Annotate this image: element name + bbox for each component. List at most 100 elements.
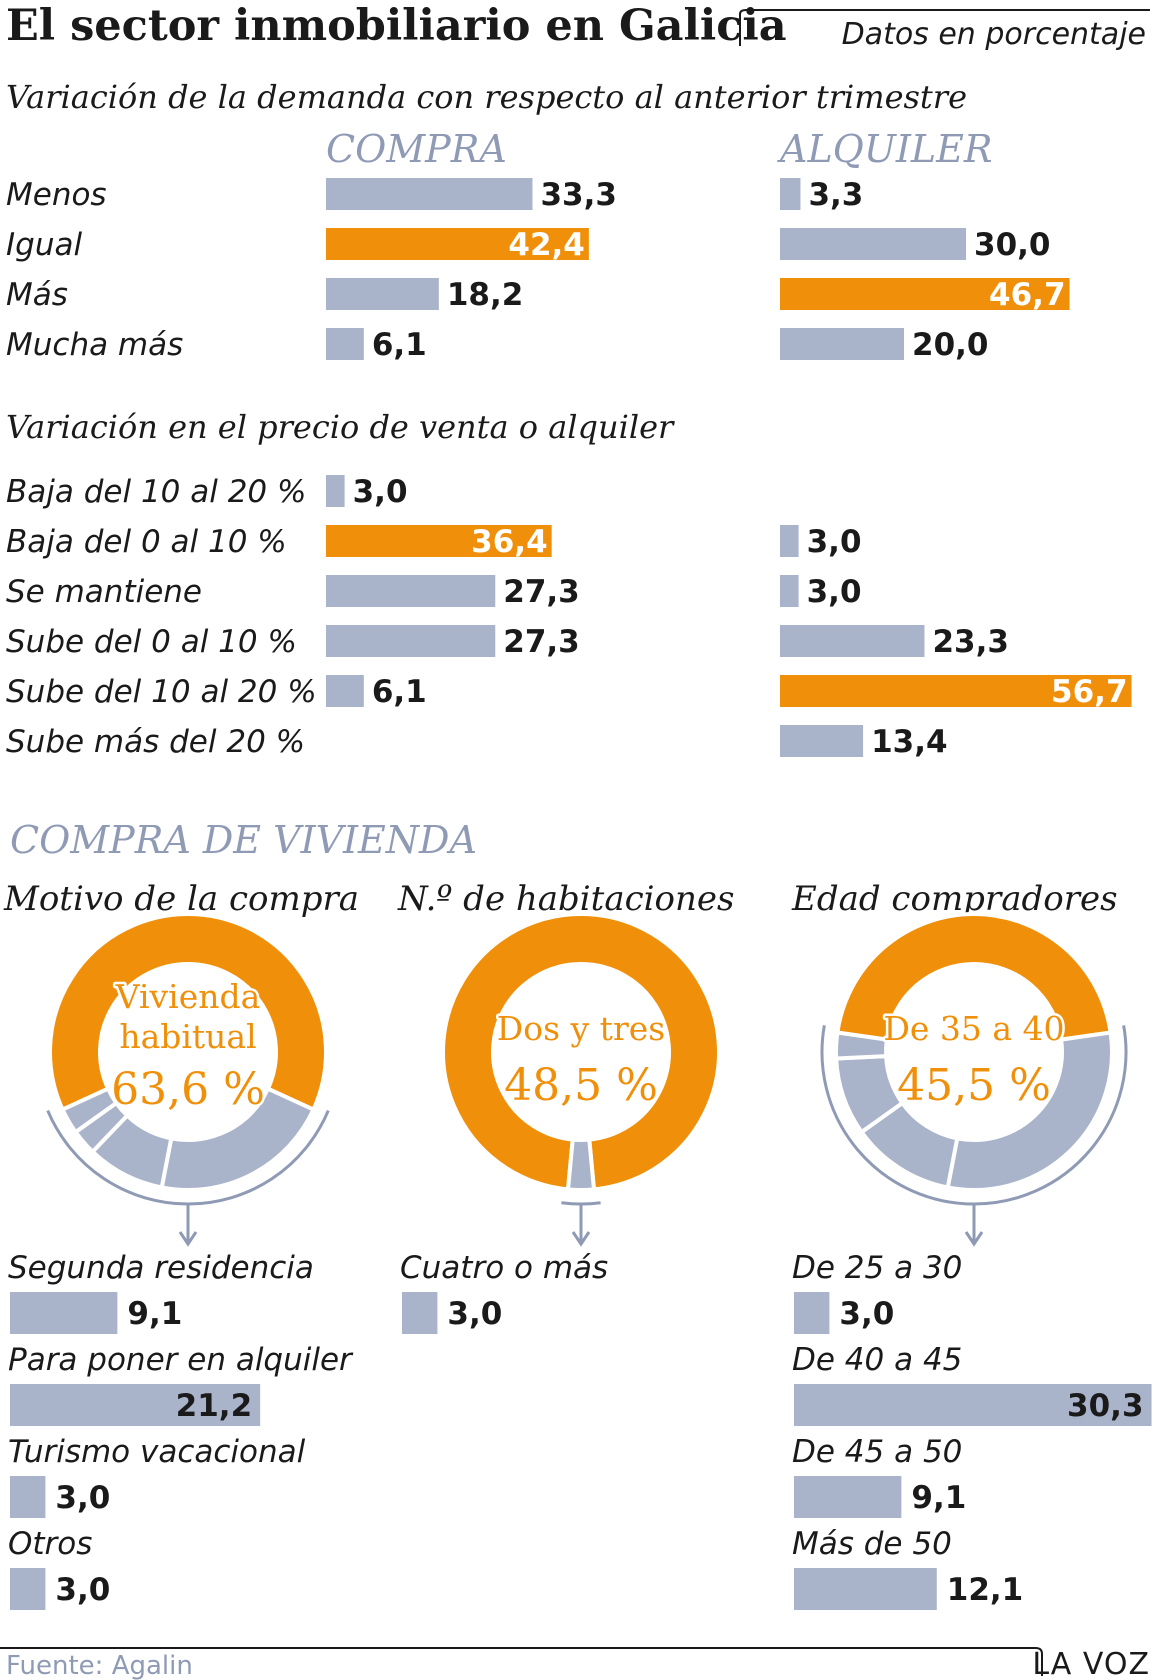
donut-main-segment [48, 912, 328, 1113]
breakdown-bar [10, 1292, 118, 1334]
demand-value-label: 30,0 [974, 227, 1051, 263]
demand-bar-compra [326, 278, 439, 310]
price-bar-compra [326, 675, 364, 707]
price-bar-compra [326, 525, 552, 557]
breakdown-label: Otros [8, 1526, 92, 1562]
demand-category-label: Menos [6, 177, 107, 213]
demand-title: Variación de la demanda con respecto al … [6, 78, 967, 116]
demand-bars: Menos 33,3 3,3 Igual 42,4 30,0 Más 18,2 46,7 Much… [6, 177, 1070, 363]
footer-bracket [1035, 1647, 1043, 1676]
donut-main-label: Vivienda [115, 977, 261, 1016]
edad-title: Edad compradores [791, 879, 1118, 919]
price-category-label: Sube del 10 al 20 % [6, 674, 317, 710]
price-category-label: Baja del 10 al 20 % [6, 474, 306, 510]
breakdown-value: 3,0 [839, 1296, 894, 1332]
price-value-label: 6,1 [372, 674, 427, 710]
breakdown-value: 9,1 [911, 1480, 966, 1516]
breakdown-value: 3,0 [55, 1480, 110, 1516]
breakdown-label: Más de 50 [792, 1526, 952, 1562]
habitaciones-title: N.º de habitaciones [397, 879, 734, 919]
breakdown-value: 12,1 [947, 1572, 1024, 1608]
breakdown-value: 3,0 [55, 1572, 110, 1608]
donut-arrow-head [571, 1231, 591, 1247]
donut-main-segment [835, 912, 1113, 1042]
breakdown-bar [794, 1568, 937, 1610]
donut-bracket [561, 1201, 601, 1206]
donut-bracket [46, 1109, 330, 1206]
demand-value-label: 42,4 [508, 227, 585, 263]
title-bracket [739, 9, 1150, 46]
donut-arrow-head [964, 1231, 984, 1247]
price-bar-alquiler [780, 725, 864, 757]
price-value-label: 27,3 [503, 574, 580, 610]
price-value-label: 27,3 [503, 624, 580, 660]
demand-value-label: 46,7 [989, 277, 1066, 313]
price-title: Variación en el precio de venta o alquil… [6, 408, 675, 446]
breakdown-value: 9,1 [127, 1296, 182, 1332]
demand-value-label: 18,2 [447, 277, 523, 313]
demand-value-label: 33,3 [540, 177, 617, 213]
brand-logo: LA VOZ [1032, 1647, 1150, 1680]
breakdown-label: Segunda residencia [8, 1250, 314, 1286]
price-value-label: 56,7 [1051, 674, 1128, 710]
breakdown-bar [10, 1384, 261, 1426]
breakdowns: Segunda residencia 9,1 Para poner en alqui… [8, 1250, 1152, 1610]
page-title: El sector inmobiliario en Galicia [6, 1, 787, 51]
donut-segment [565, 1137, 597, 1193]
price-bar-compra [326, 575, 496, 607]
price-category-label: Sube más del 20 % [6, 724, 305, 760]
breakdown-label: Para poner en alquiler [8, 1342, 354, 1378]
breakdown-bar [10, 1476, 46, 1518]
price-category-label: Se mantiene [6, 574, 202, 610]
breakdown-value: 21,2 [176, 1388, 253, 1424]
breakdown-label: Turismo vacacional [8, 1434, 306, 1470]
demand-value-label: 3,3 [808, 177, 863, 213]
price-bar-compra [326, 475, 345, 507]
donut-main-segment [441, 912, 721, 1192]
demand-category-label: Más [6, 277, 68, 313]
demand-category-label: Mucha más [6, 327, 183, 363]
breakdown-bar [794, 1292, 830, 1334]
breakdown-label: De 25 a 30 [792, 1250, 962, 1286]
price-value-label: 23,3 [932, 624, 1009, 660]
price-value-label: 36,4 [471, 524, 548, 560]
donut-main-label: De 35 a 40 [883, 1009, 1064, 1048]
breakdown-value: 30,3 [1067, 1388, 1144, 1424]
demand-bar-compra [326, 228, 589, 260]
price-bar-alquiler [780, 575, 799, 607]
donut-chart-2: Dos y tres 48,5 % [441, 912, 721, 1247]
donut-segment [945, 1030, 1114, 1192]
price-bars: Baja del 10 al 20 % 3,0 Baja del 0 al 10 %… [6, 474, 1132, 760]
price-bar-alquiler [780, 625, 925, 657]
demand-bar-alquiler [780, 178, 801, 210]
price-bar-alquiler [780, 525, 799, 557]
price-category-label: Baja del 0 al 10 % [6, 524, 287, 560]
breakdown-bar [402, 1292, 438, 1334]
units-note: Datos en porcentaje [842, 17, 1146, 52]
donut-segment [59, 1086, 120, 1135]
breakdown-bar [794, 1476, 902, 1518]
demand-compra-header: COMPRA [326, 127, 507, 171]
demand-alquiler-header: ALQUILER [777, 127, 992, 171]
demand-category-label: Igual [6, 227, 82, 263]
price-value-label: 3,0 [353, 474, 408, 510]
breakdown-label: De 40 a 45 [792, 1342, 962, 1378]
donut-main-label: habitual [119, 1017, 256, 1056]
breakdown-bar [794, 1384, 1152, 1426]
price-value-label: 13,4 [871, 724, 948, 760]
donut-main-value: 45,5 % [897, 1060, 1051, 1111]
price-bar-compra [326, 625, 496, 657]
price-bar-alquiler [780, 675, 1132, 707]
section-title-compra-vivienda: COMPRA DE VIVIENDA [10, 818, 477, 862]
donut-main-label: Dos y tres [497, 1009, 665, 1048]
breakdown-label: Cuatro o más [400, 1250, 608, 1286]
demand-value-label: 6,1 [372, 327, 427, 363]
demand-bar-alquiler [780, 328, 904, 360]
demand-bar-compra [326, 178, 533, 210]
breakdown-label: De 45 a 50 [792, 1434, 962, 1470]
price-value-label: 3,0 [807, 524, 862, 560]
breakdown-value: 3,0 [447, 1296, 502, 1332]
